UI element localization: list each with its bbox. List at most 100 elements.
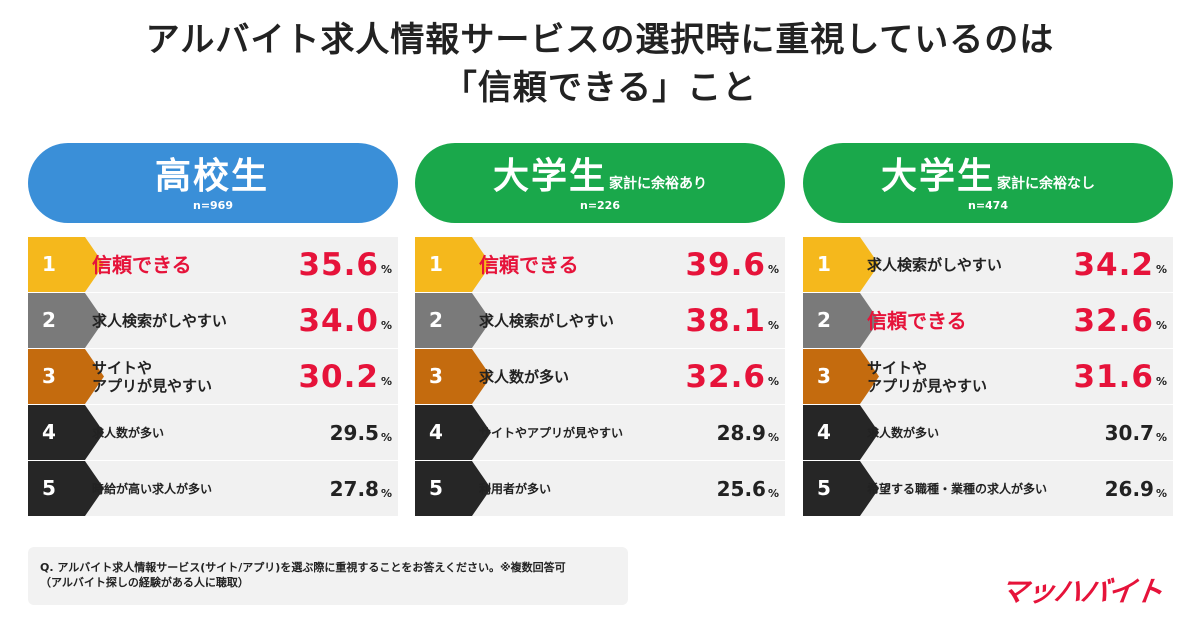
ranking-row: 3 求人数が多い 32.6%: [415, 349, 785, 405]
panel-header: 大学生 家計に余裕なし n=474: [803, 143, 1173, 223]
panel-header-subtitle: 家計に余裕あり: [609, 176, 707, 192]
row-value: 30.2%: [298, 349, 392, 404]
panel-university-no-surplus: 大学生 家計に余裕なし n=474 1 求人検索がしやすい 34.2% 2 信頼できる 3…: [803, 143, 1173, 517]
rank-number: 3: [817, 364, 831, 388]
ranking-list: 1 信頼できる 35.6% 2 求人検索がしやすい 34.0% 3 サイトや アプリが見や…: [28, 237, 398, 517]
rank-badge: 3: [803, 349, 879, 404]
panel-header-title: 大学生: [880, 156, 995, 197]
value-unit: %: [380, 431, 392, 444]
rank-number: 5: [817, 476, 831, 500]
rank-number: 1: [42, 252, 56, 276]
value-number: 26.9: [1104, 476, 1154, 501]
row-label: 信頼できる: [479, 252, 579, 277]
value-unit: %: [767, 375, 779, 388]
rank-badge: 2: [803, 293, 879, 348]
survey-question-note: Q. アルバイト求人情報サービス(サイト/アプリ)を選ぶ際に重視することをお答え…: [28, 547, 628, 605]
value-number: 29.5: [329, 420, 379, 445]
row-label: 求人検索がしやすい: [867, 255, 1002, 274]
row-value: 35.6%: [298, 237, 392, 292]
rank-number: 1: [429, 252, 443, 276]
row-label: 求人数が多い: [867, 425, 940, 440]
row-label: サイトや アプリが見やすい: [92, 358, 213, 395]
rank-badge: 4: [803, 405, 879, 460]
sample-size: n=969: [192, 199, 233, 212]
value-number: 34.2: [1073, 246, 1154, 283]
note-line-2: （アルバイト探しの経験がある人に聴取）: [40, 576, 249, 589]
ranking-row: 4 求人数が多い 29.5%: [28, 405, 398, 461]
value-unit: %: [767, 319, 779, 332]
page-title: アルバイト求人情報サービスの選択時に重視しているのは 「信頼できる」こと: [0, 16, 1200, 112]
value-number: 31.6: [1073, 358, 1154, 395]
ranking-row: 2 信頼できる 32.6%: [803, 293, 1173, 349]
row-label: 信頼できる: [867, 308, 967, 333]
sample-size: n=474: [967, 199, 1008, 212]
panel-header-title: 大学生: [492, 156, 607, 197]
rank-number: 5: [42, 476, 56, 500]
row-value: 26.9%: [1105, 461, 1167, 516]
rank-badge: 5: [803, 461, 879, 516]
value-number: 35.6: [298, 246, 379, 283]
row-value: 31.6%: [1073, 349, 1167, 404]
rank-number: 4: [429, 420, 443, 444]
row-label: 求人検索がしやすい: [479, 311, 614, 330]
rank-number: 4: [42, 420, 56, 444]
ranking-list: 1 信頼できる 39.6% 2 求人検索がしやすい 38.1% 3 求人数が多い 32.6%…: [415, 237, 785, 517]
row-value: 39.6%: [685, 237, 779, 292]
rank-number: 5: [429, 476, 443, 500]
note-line-1: Q. アルバイト求人情報サービス(サイト/アプリ)を選ぶ際に重視することをお答え…: [40, 561, 566, 574]
ranking-row: 2 求人検索がしやすい 34.0%: [28, 293, 398, 349]
rank-number: 3: [42, 364, 56, 388]
value-unit: %: [1155, 431, 1167, 444]
row-label: 求人検索がしやすい: [92, 311, 227, 330]
rank-number: 2: [429, 308, 443, 332]
row-value: 38.1%: [685, 293, 779, 348]
value-number: 39.6: [685, 246, 766, 283]
rank-number: 1: [817, 252, 831, 276]
rank-number: 3: [429, 364, 443, 388]
value-unit: %: [1155, 487, 1167, 500]
value-number: 25.6: [716, 476, 766, 501]
panel-header-subtitle: 家計に余裕なし: [997, 176, 1095, 192]
row-label: 希望する職種・業種の求人が多い: [867, 481, 1048, 496]
rank-badge: 1: [803, 237, 879, 292]
value-unit: %: [380, 375, 392, 388]
row-label: 求人数が多い: [479, 367, 570, 386]
ranking-row: 3 サイトや アプリが見やすい 31.6%: [803, 349, 1173, 405]
ranking-row: 5 利用者が多い 25.6%: [415, 461, 785, 517]
ranking-row: 5 希望する職種・業種の求人が多い 26.9%: [803, 461, 1173, 517]
value-number: 27.8: [329, 476, 379, 501]
ranking-row: 4 サイトやアプリが見やすい 28.9%: [415, 405, 785, 461]
value-unit: %: [1155, 319, 1167, 332]
value-unit: %: [767, 263, 779, 276]
row-value: 29.5%: [330, 405, 392, 460]
panel-high-school: 高校生 n=969 1 信頼できる 35.6% 2 求人検索がしやすい 34.0% 3 サ…: [28, 143, 398, 517]
row-value: 30.7%: [1105, 405, 1167, 460]
value-unit: %: [380, 487, 392, 500]
value-number: 30.7: [1104, 420, 1154, 445]
rank-number: 4: [817, 420, 831, 444]
row-value: 25.6%: [717, 461, 779, 516]
ranking-row: 3 サイトや アプリが見やすい 30.2%: [28, 349, 398, 405]
brand-logo: マッハバイト: [997, 575, 1165, 608]
panel-university-surplus: 大学生 家計に余裕あり n=226 1 信頼できる 39.6% 2 求人検索がしやすい 3…: [415, 143, 785, 517]
ranking-row: 2 求人検索がしやすい 38.1%: [415, 293, 785, 349]
row-label: 時給が高い求人が多い: [92, 481, 213, 496]
row-value: 32.6%: [1073, 293, 1167, 348]
value-unit: %: [767, 431, 779, 444]
ranking-list: 1 求人検索がしやすい 34.2% 2 信頼できる 32.6% 3 サイトや アプリが見や…: [803, 237, 1173, 517]
row-value: 28.9%: [717, 405, 779, 460]
row-label: サイトやアプリが見やすい: [479, 425, 624, 440]
value-unit: %: [380, 319, 392, 332]
rank-number: 2: [42, 308, 56, 332]
title-line-2: 「信頼できる」こと: [442, 68, 758, 108]
rank-number: 2: [817, 308, 831, 332]
row-value: 27.8%: [330, 461, 392, 516]
sample-size: n=226: [579, 199, 620, 212]
panel-header-title: 高校生: [154, 156, 269, 197]
ranking-row: 1 信頼できる 35.6%: [28, 237, 398, 293]
row-label: 求人数が多い: [92, 425, 165, 440]
value-unit: %: [1155, 375, 1167, 388]
value-number: 38.1: [685, 302, 766, 339]
ranking-row: 5 時給が高い求人が多い 27.8%: [28, 461, 398, 517]
row-value: 34.0%: [298, 293, 392, 348]
